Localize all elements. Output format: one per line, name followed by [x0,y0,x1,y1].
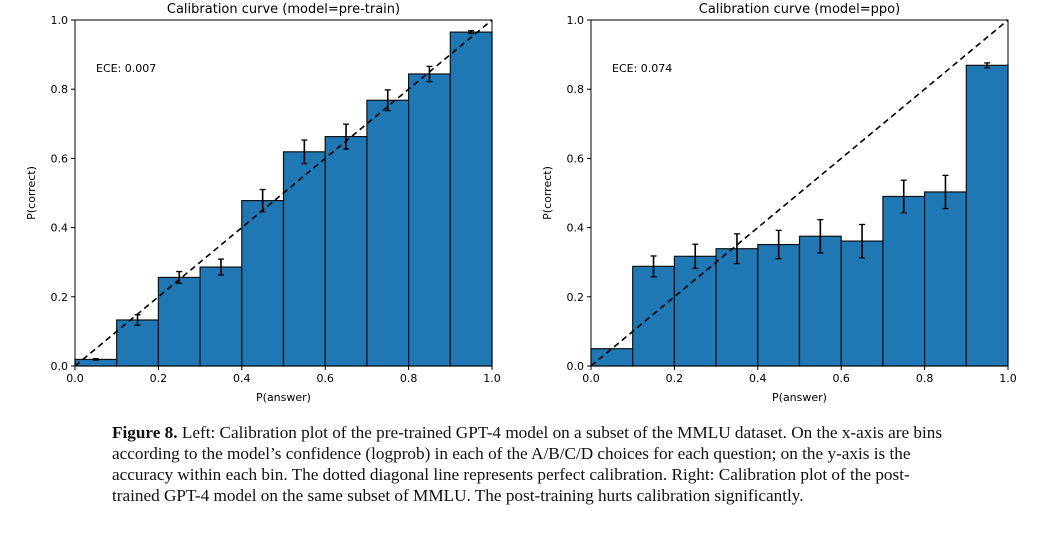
x-tick-label: 0.4 [749,372,767,385]
caption-label: Figure 8. [112,423,178,442]
y-tick-label: 1.0 [51,14,69,27]
x-tick-label: 0.6 [832,372,850,385]
bar [282,151,326,367]
bar [673,255,717,367]
plot-frame [74,19,493,367]
x-tick-label: 0.2 [666,372,684,385]
chart-title: Calibration curve (model=ppo) [699,2,900,17]
bar [449,31,493,367]
y-axis-label: P(correct) [541,166,554,220]
plot-frame [590,19,1009,367]
bar [715,248,759,367]
y-tick-label: 0.4 [567,222,585,235]
bar [408,73,451,367]
bar [632,265,676,367]
perfect-calibration-line [74,19,493,367]
y-axis-label: P(correct) [25,166,38,220]
x-tick-label: 0.4 [233,372,251,385]
y-tick-label: 0.0 [51,360,69,373]
bar [366,99,410,367]
chart-1: 0.0 0.2 0.4 0.6 0.8 1.0 0.0 0.2 0.4 0.6 0.8 1.0 Cali… [541,2,1017,404]
ece-annotation: ECE: 0.074 [612,62,672,75]
bar [923,191,967,367]
bar [590,348,634,367]
chart-0: 0.0 0.2 0.4 0.6 0.8 1.0 0.0 0.2 0.4 0.6 0.8 1.0 Cali… [25,2,501,404]
calibration-charts: 0.0 0.2 0.4 0.6 0.8 1.0 0.0 0.2 0.4 0.6 0.8 1.0 Cali… [25,2,1017,404]
y-tick-label: 0.4 [51,222,69,235]
y-tick-label: 1.0 [567,14,585,27]
bar [199,266,243,367]
x-axis-label: P(answer) [256,391,311,404]
x-tick-label: 1.0 [999,372,1017,385]
y-tick-label: 0.2 [567,291,585,304]
x-tick-label: 0.0 [66,372,84,385]
y-tick-label: 0.0 [567,360,585,373]
x-tick-label: 1.0 [483,372,501,385]
bar [324,136,368,367]
chart-title: Calibration curve (model=pre-train) [167,2,400,17]
bar [965,64,1009,367]
perfect-calibration-line [590,19,1009,367]
bar [241,200,285,367]
x-tick-label: 0.8 [916,372,934,385]
bar [798,235,842,367]
figure-caption: Figure 8. Left: Calibration plot of the … [112,422,952,506]
y-tick-label: 0.8 [567,83,585,96]
bar [157,276,201,367]
bar [882,195,926,367]
y-tick-label: 0.6 [567,152,585,165]
x-tick-label: 0.8 [400,372,418,385]
y-tick-label: 0.6 [51,152,69,165]
x-tick-label: 0.2 [150,372,168,385]
bar [757,243,801,367]
y-tick-label: 0.8 [51,83,69,96]
ece-annotation: ECE: 0.007 [96,62,156,75]
x-tick-label: 0.6 [316,372,334,385]
x-axis-label: P(answer) [772,391,827,404]
y-tick-label: 0.2 [51,291,69,304]
x-tick-label: 0.0 [582,372,600,385]
bar [840,240,884,367]
caption-text: Left: Calibration plot of the pre-traine… [112,423,943,505]
